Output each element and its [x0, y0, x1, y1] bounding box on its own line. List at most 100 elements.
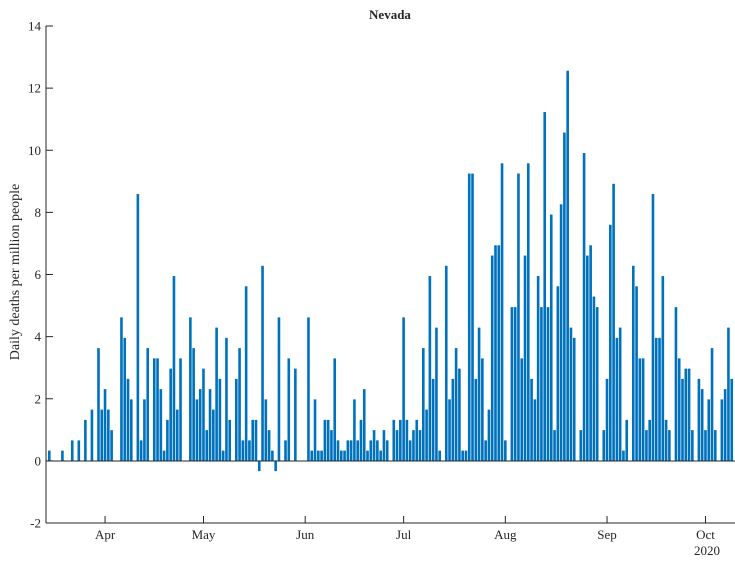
bar: [579, 430, 583, 461]
bar: [638, 358, 642, 461]
bar: [707, 399, 711, 461]
bar: [372, 430, 376, 461]
bar: [90, 409, 94, 461]
bar: [189, 317, 192, 461]
bar: [687, 368, 691, 461]
bar: [399, 419, 402, 461]
bar: [392, 419, 396, 461]
bar: [362, 389, 366, 461]
bar: [641, 358, 645, 461]
y-ticks-group: -2 0 2 4 6 8 10 12 14: [28, 19, 53, 531]
bar: [215, 327, 218, 461]
bar: [654, 337, 658, 461]
bar: [582, 153, 586, 461]
bar: [625, 419, 629, 461]
x-tick-label: Jun: [296, 527, 315, 542]
bar: [622, 450, 625, 461]
bar: [241, 440, 245, 461]
bar: [451, 378, 455, 461]
bar: [274, 460, 277, 472]
x-tick-label: Sep: [597, 527, 617, 542]
bar: [674, 307, 678, 461]
bar: [612, 183, 615, 461]
bar: [339, 450, 343, 461]
bar: [572, 337, 576, 461]
x-tick-label: Jul: [396, 527, 412, 542]
bar: [359, 419, 363, 461]
bar: [349, 440, 353, 461]
bar: [494, 245, 497, 461]
bar: [198, 389, 202, 461]
bar: [648, 419, 651, 461]
bar: [553, 430, 556, 461]
bar: [425, 409, 428, 461]
y-tick-label: -2: [30, 516, 41, 531]
bar: [661, 276, 665, 461]
bar: [225, 337, 228, 461]
bar: [474, 378, 478, 461]
bar: [248, 440, 251, 461]
y-tick-label: 6: [35, 267, 42, 282]
bar: [536, 276, 540, 461]
bar: [533, 399, 537, 461]
bar: [251, 419, 255, 461]
bar: [691, 430, 694, 461]
bar: [343, 450, 346, 461]
bar: [120, 317, 123, 461]
bar: [415, 419, 419, 461]
bar: [208, 389, 212, 461]
bar: [418, 430, 422, 461]
bar: [277, 317, 281, 461]
bar: [385, 440, 389, 461]
bar: [326, 419, 330, 461]
bar: [202, 368, 205, 461]
bar: [609, 224, 612, 461]
bar: [714, 430, 717, 461]
bar: [136, 194, 140, 461]
bar: [631, 265, 635, 461]
bar: [192, 348, 195, 461]
bar: [517, 173, 520, 461]
bar: [139, 440, 143, 461]
bar: [549, 214, 553, 461]
bar: [444, 265, 448, 461]
bar: [159, 389, 163, 461]
bar: [412, 430, 415, 461]
bar: [710, 348, 714, 461]
x-tick-label: Oct: [696, 527, 715, 542]
bar: [618, 327, 622, 461]
bar: [454, 348, 458, 461]
bar: [402, 317, 405, 461]
bar: [658, 337, 661, 461]
bar: [366, 450, 369, 461]
bar: [677, 358, 681, 461]
bar: [179, 358, 182, 461]
bar: [681, 378, 684, 461]
bar: [556, 286, 560, 461]
bar: [123, 337, 127, 461]
bar: [471, 173, 474, 461]
bar: [697, 378, 701, 461]
x-ticks-group: Apr May Jun Jul Aug Sep Oct: [95, 516, 715, 542]
bar: [563, 132, 566, 461]
bar: [379, 450, 382, 461]
bar: [422, 348, 425, 461]
bar: [435, 327, 438, 461]
bar: [700, 389, 704, 461]
bar: [146, 348, 150, 461]
x-tick-label: May: [192, 527, 216, 542]
bar: [526, 163, 530, 461]
bar: [730, 378, 734, 461]
y-tick-label: 12: [28, 81, 41, 96]
bar: [546, 307, 550, 461]
bar: [287, 358, 291, 461]
x-tick-label: Aug: [494, 527, 517, 542]
bar: [143, 399, 146, 461]
chart-title: Nevada: [369, 7, 411, 22]
bars-group: [47, 70, 734, 472]
bar: [195, 399, 199, 461]
bar: [559, 204, 563, 461]
bar: [487, 409, 491, 461]
bar: [70, 440, 74, 461]
